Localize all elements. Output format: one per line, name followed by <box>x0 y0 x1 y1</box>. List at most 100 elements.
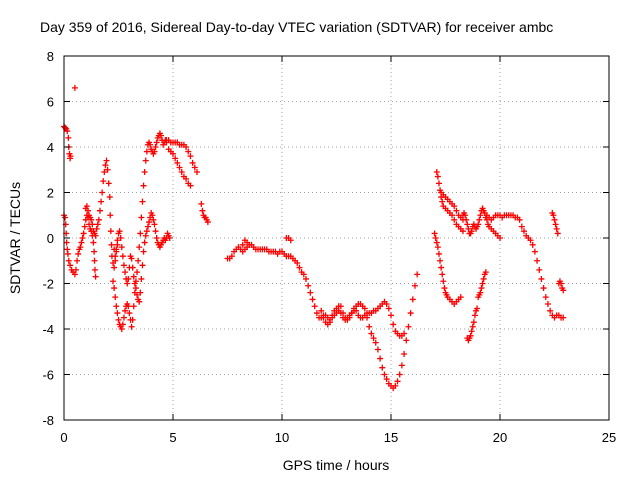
series-seg18 <box>464 305 481 344</box>
data-point <box>138 214 145 221</box>
data-point <box>77 244 84 251</box>
data-point <box>459 228 466 235</box>
y-tick-label: 6 <box>47 95 54 110</box>
data-point <box>110 278 117 285</box>
series-seg12 <box>283 235 294 244</box>
data-point <box>111 285 118 292</box>
data-point <box>405 323 412 330</box>
data-point <box>364 314 371 321</box>
series-seg11 <box>239 237 251 248</box>
data-point <box>128 255 135 262</box>
data-point <box>140 182 147 189</box>
data-point <box>320 314 327 321</box>
data-point <box>394 378 401 385</box>
data-points <box>61 84 567 392</box>
data-point <box>137 289 144 296</box>
data-point <box>118 326 125 332</box>
data-point <box>158 132 165 139</box>
data-point <box>144 223 151 230</box>
y-tick-label: -2 <box>42 277 54 292</box>
series-seg20 <box>483 212 567 321</box>
data-point <box>136 298 143 305</box>
data-point <box>152 228 159 235</box>
data-point <box>78 239 85 246</box>
data-point <box>383 300 390 307</box>
data-point <box>84 207 91 214</box>
data-point <box>80 230 87 237</box>
data-point <box>361 305 368 312</box>
data-point <box>101 169 108 176</box>
data-point <box>437 257 444 264</box>
data-point <box>396 371 403 378</box>
y-axis-label: SDTVAR / TECUs <box>7 182 23 294</box>
data-point <box>81 223 88 230</box>
data-point <box>453 207 460 214</box>
data-point <box>120 262 127 269</box>
data-point <box>435 180 442 187</box>
data-point <box>374 346 381 353</box>
data-point <box>527 237 534 244</box>
data-point <box>137 230 144 237</box>
data-point <box>185 148 192 155</box>
data-point <box>307 289 314 296</box>
data-point <box>432 235 439 241</box>
data-point <box>79 235 86 241</box>
x-tick-label: 20 <box>493 430 507 445</box>
data-point <box>337 303 344 310</box>
data-point <box>187 153 194 160</box>
data-point <box>114 237 121 244</box>
data-point <box>125 303 132 310</box>
data-point <box>64 250 71 257</box>
data-point <box>439 271 446 278</box>
series-seg14 <box>431 230 464 307</box>
data-point <box>398 362 405 369</box>
data-point <box>71 84 78 91</box>
data-point <box>451 203 458 210</box>
data-point <box>149 212 156 219</box>
data-point <box>366 323 373 330</box>
data-point <box>350 307 357 314</box>
data-point <box>435 250 442 257</box>
data-point <box>96 207 103 214</box>
data-point <box>115 316 122 323</box>
data-point <box>153 139 160 146</box>
data-point <box>520 228 527 235</box>
data-point <box>479 280 486 287</box>
data-point <box>311 303 318 310</box>
data-point <box>534 257 541 264</box>
data-point <box>65 257 72 264</box>
series-seg6 <box>111 209 173 305</box>
data-point <box>135 257 142 264</box>
data-point <box>228 253 235 260</box>
data-point <box>531 248 538 255</box>
data-point <box>403 337 410 344</box>
data-point <box>128 323 135 330</box>
data-point <box>478 285 485 292</box>
data-point <box>138 275 145 282</box>
series-seg3 <box>61 212 99 280</box>
data-point <box>72 266 79 273</box>
data-point <box>88 216 95 223</box>
data-point <box>64 246 71 253</box>
series-seg19 <box>475 269 489 301</box>
data-point <box>108 241 115 248</box>
data-point <box>368 330 375 337</box>
data-point <box>136 244 143 251</box>
data-point <box>431 230 438 237</box>
data-point <box>100 178 107 185</box>
series-seg22 <box>555 278 567 294</box>
data-point <box>139 262 146 269</box>
data-point <box>377 355 384 362</box>
data-point <box>313 310 320 317</box>
data-point <box>107 212 114 219</box>
data-point <box>370 335 377 342</box>
data-point <box>441 285 448 292</box>
data-point <box>153 235 160 241</box>
data-point <box>547 307 554 314</box>
data-point <box>105 180 112 187</box>
data-point <box>560 314 567 321</box>
data-point <box>469 323 476 330</box>
x-tick-label: 5 <box>169 430 176 445</box>
data-point <box>468 328 475 335</box>
